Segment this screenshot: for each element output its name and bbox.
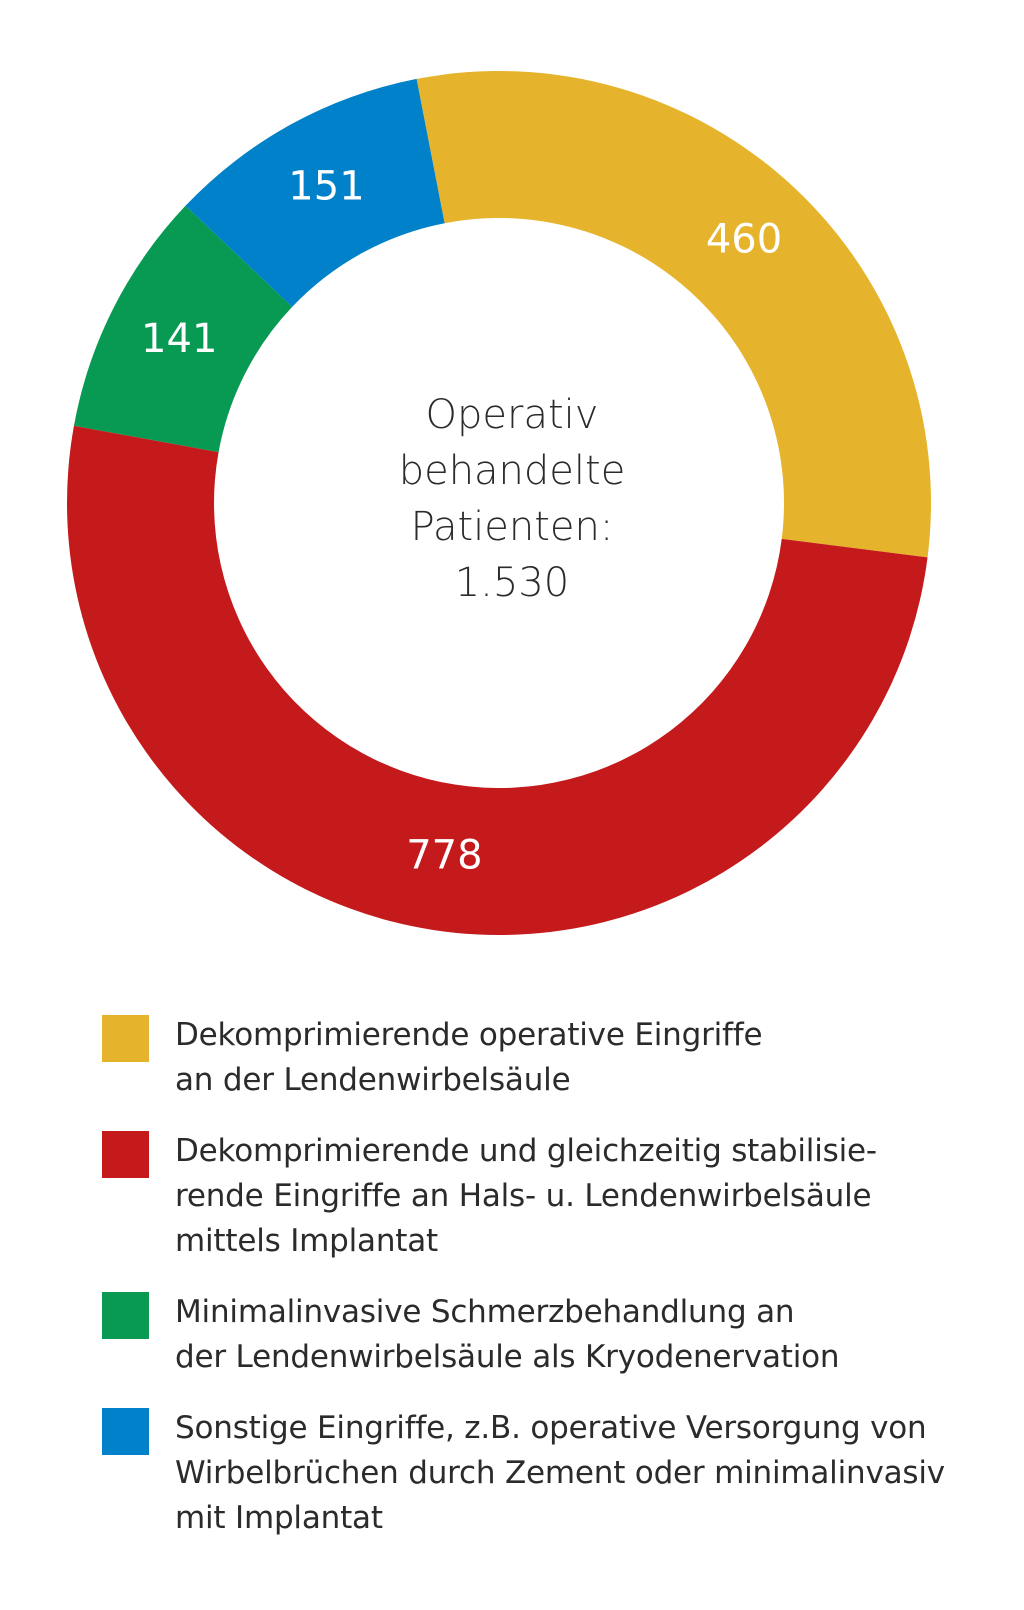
legend-swatch [102,1408,149,1455]
donut-slice [185,78,445,307]
slice-value-label: 460 [706,216,782,262]
slice-value-label: 151 [288,164,364,210]
center-label-line-2: behandelte [399,448,626,494]
center-label: Operativ behandelte Patienten: 1.530 [399,392,626,606]
legend-item: Dekomprimierende operative Eingriffe an … [102,1013,982,1103]
center-label-line-3: Patienten: [411,504,614,550]
legend-label: Sonstige Eingriffe, z.B. operative Verso… [175,1410,945,1536]
legend-label: Minimalinvasive Schmerzbehandlung an der… [175,1294,840,1375]
legend-label: Dekomprimierende und gleichzeitig stabil… [175,1133,877,1259]
center-label-line-4: 1.530 [455,560,570,606]
slice-value-label: 778 [406,832,482,878]
legend-swatch [102,1131,149,1178]
slice-value-label: 141 [141,316,217,362]
center-label-line-1: Operativ [426,392,599,438]
legend-label: Dekomprimierende operative Eingriffe an … [175,1017,763,1098]
donut-slice [416,71,932,558]
legend-item: Sonstige Eingriffe, z.B. operative Verso… [102,1406,982,1541]
donut-slice [73,205,293,453]
legend-swatch [102,1015,149,1062]
donut-slice [67,425,928,935]
donut-chart: 460 778 141 151 Operativ behandelte Patient… [67,71,932,935]
slice-value-labels: 460 778 141 151 [141,164,782,879]
donut-slices [67,71,932,935]
legend-item: Minimalinvasive Schmerzbehandlung an der… [102,1290,982,1380]
legend-item: Dekomprimierende und gleichzeitig stabil… [102,1129,982,1264]
legend: Dekomprimierende operative Eingriffe an … [102,1013,982,1567]
legend-swatch [102,1292,149,1339]
